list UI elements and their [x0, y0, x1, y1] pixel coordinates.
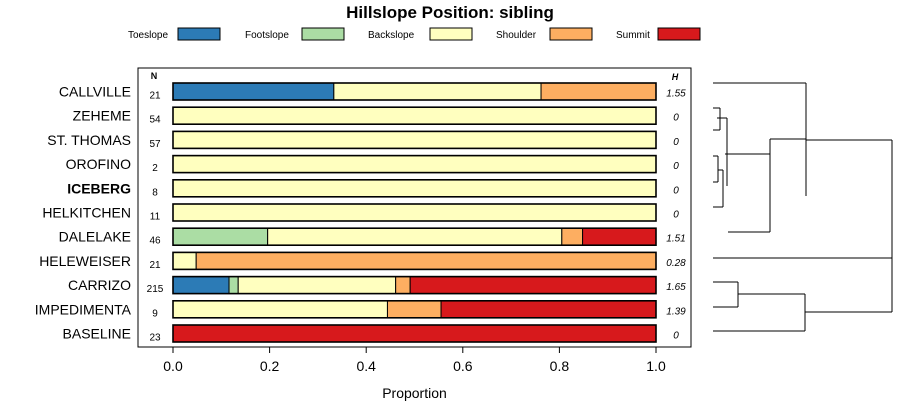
legend-label-shoulder: Shoulder — [496, 30, 537, 41]
h-value-impedimenta: 1.39 — [666, 306, 686, 317]
bar-segment-carrizo-shoulder — [395, 276, 411, 295]
legend-swatch-footslope — [301, 27, 345, 41]
n-value-callville: 21 — [149, 91, 161, 102]
n-value-zeheme: 54 — [149, 115, 161, 126]
n-value-baseline: 23 — [149, 333, 161, 344]
h-value-helkitchen: 0 — [673, 210, 679, 221]
row-label-impedimenta: IMPEDIMENTA — [35, 301, 132, 317]
h-value-zeheme: 0 — [673, 113, 679, 124]
bar-segment-dalelake-backslope — [267, 227, 563, 246]
row-label-callville: CALLVILLE — [59, 84, 131, 100]
h-value-carrizo: 1.65 — [666, 282, 686, 293]
h-value-dalelake: 1.51 — [666, 234, 685, 245]
bar-segment-callville-backslope — [333, 82, 542, 101]
legend-label-summit: Summit — [616, 30, 650, 41]
h-value-baseline: 0 — [673, 331, 679, 342]
n-value-carrizo: 215 — [147, 284, 164, 295]
bar-segment-st-thomas-backslope — [172, 130, 657, 149]
h-column-header: H — [672, 72, 679, 82]
bar-segment-zeheme-backslope — [172, 106, 657, 125]
n-value-iceberg: 8 — [152, 187, 158, 198]
h-value-st-thomas: 0 — [673, 137, 679, 148]
legend-label-toeslope: Toeslope — [128, 30, 168, 41]
legend-swatch-summit — [657, 27, 701, 41]
bar-segment-impedimenta-summit — [440, 300, 657, 319]
n-value-dalelake: 46 — [149, 236, 161, 247]
bar-outline-iceberg — [172, 179, 657, 198]
bar-segment-carrizo-backslope — [237, 276, 397, 295]
bar-outline-dalelake — [172, 227, 657, 246]
h-value-heleweiser: 0.28 — [666, 258, 686, 269]
n-column-header: N — [151, 71, 158, 81]
x-tick-label: 0.4 — [356, 358, 376, 374]
bar-segment-heleweiser-shoulder — [195, 251, 657, 270]
bar-segment-heleweiser-backslope — [172, 251, 197, 270]
h-value-callville: 1.55 — [666, 89, 686, 100]
row-label-carrizo: CARRIZO — [68, 277, 131, 293]
x-tick-label: 0.8 — [550, 358, 570, 374]
bar-outline-callville — [172, 82, 657, 101]
x-tick-label: 0.0 — [163, 358, 183, 374]
legend-label-backslope: Backslope — [368, 30, 415, 41]
bar-segment-helkitchen-backslope — [172, 203, 657, 222]
bar-segment-dalelake-footslope — [172, 227, 269, 246]
n-value-st-thomas: 57 — [149, 139, 161, 150]
row-label-st-thomas: ST. THOMAS — [47, 132, 131, 148]
legend-label-footslope: Footslope — [245, 30, 289, 41]
bar-segment-carrizo-footslope — [228, 276, 239, 295]
x-tick-label: 0.2 — [260, 358, 280, 374]
bar-segment-callville-toeslope — [172, 82, 335, 101]
bar-segment-carrizo-toeslope — [172, 276, 230, 295]
row-label-dalelake: DALELAKE — [59, 229, 131, 245]
bar-outline-baseline — [172, 324, 657, 343]
row-label-helkitchen: HELKITCHEN — [42, 205, 131, 221]
bar-segment-dalelake-shoulder — [561, 227, 584, 246]
h-value-iceberg: 0 — [673, 185, 679, 196]
n-value-orofino: 2 — [152, 163, 158, 174]
bar-segment-iceberg-backslope — [172, 179, 657, 198]
bar-outline-st-thomas — [172, 130, 657, 150]
bar-segment-callville-shoulder — [540, 82, 657, 101]
legend-swatch-toeslope — [177, 27, 221, 41]
h-value-orofino: 0 — [673, 161, 679, 172]
n-value-impedimenta: 9 — [152, 308, 158, 319]
bar-segment-baseline-summit — [172, 324, 657, 343]
bar-outline-helkitchen — [172, 203, 657, 222]
n-value-heleweiser: 21 — [149, 260, 161, 271]
bar-segment-dalelake-summit — [582, 227, 657, 246]
bar-outline-carrizo — [172, 275, 657, 295]
row-label-zeheme: ZEHEME — [73, 108, 131, 124]
bar-outline-heleweiser — [172, 251, 657, 271]
bar-outline-impedimenta — [172, 299, 657, 319]
bar-segment-impedimenta-backslope — [172, 300, 388, 319]
n-value-helkitchen: 11 — [150, 212, 161, 223]
chart-title: Hillslope Position: sibling — [346, 3, 554, 22]
x-tick-label: 1.0 — [646, 358, 666, 374]
bar-segment-orofino-backslope — [172, 155, 657, 174]
x-axis-label: Proportion — [382, 385, 447, 401]
legend-swatch-shoulder — [549, 27, 593, 41]
row-label-iceberg: ICEBERG — [67, 180, 131, 196]
row-label-heleweiser: HELEWEISER — [39, 253, 131, 269]
x-tick-label: 0.6 — [453, 358, 473, 374]
bar-segment-impedimenta-shoulder — [386, 300, 442, 319]
bar-outline-orofino — [172, 154, 657, 174]
legend-swatch-backslope — [429, 27, 473, 41]
row-label-baseline: BASELINE — [63, 326, 131, 342]
bar-outline-zeheme — [172, 106, 657, 125]
row-label-orofino: OROFINO — [66, 156, 131, 172]
bar-segment-carrizo-summit — [409, 276, 657, 295]
plot-frame — [137, 67, 692, 348]
